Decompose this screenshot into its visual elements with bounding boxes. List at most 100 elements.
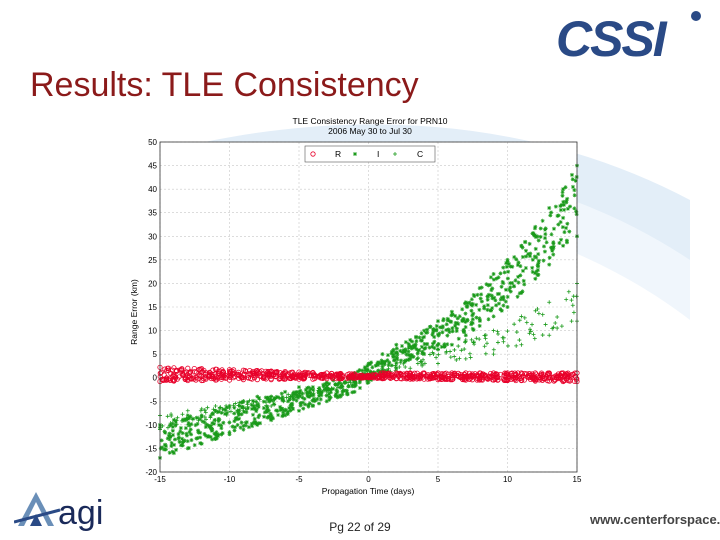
point-R [185,374,191,381]
point-R [477,370,483,376]
point-C [483,336,488,341]
point-C [519,314,524,319]
point-C [477,337,482,342]
point-I [341,388,346,393]
point-I [508,285,513,290]
point-I [564,198,569,203]
point-I [479,299,484,304]
point-I [399,358,404,363]
point-C [180,412,185,417]
point-I [352,389,357,394]
point-I [449,319,454,324]
point-R [162,366,168,372]
point-I [547,206,552,210]
point-C [281,399,286,404]
point-I [291,390,296,395]
point-R [287,370,293,376]
point-R [241,371,247,377]
point-I [518,264,523,269]
point-C [514,343,519,348]
point-R [379,376,385,382]
point-I [506,269,511,274]
point-I [398,348,403,353]
point-I [439,344,444,349]
point-I [432,334,437,339]
point-I [214,436,219,441]
point-R [504,370,511,376]
point-I [305,391,310,396]
point-I [508,264,513,269]
point-I [307,389,312,394]
point-C [311,391,316,396]
point-I [536,260,541,265]
point-I [561,199,566,204]
point-I [335,389,340,394]
point-R [273,373,279,379]
x-tick-label: 10 [503,475,512,484]
point-I [406,345,411,350]
point-I [203,424,208,429]
point-R [565,374,571,380]
point-I [495,292,500,297]
point-I [172,442,177,447]
point-I [530,257,535,262]
point-I [512,255,517,260]
point-I [572,206,577,211]
point-I [309,393,314,398]
point-I [465,317,470,322]
x-tick-label: -15 [154,475,166,484]
point-R [216,370,222,376]
point-I [321,384,326,389]
point-I [370,365,375,370]
point-C [434,355,439,360]
point-I [382,359,387,364]
point-I [365,377,370,382]
point-I [391,347,396,352]
point-I [559,237,564,242]
point-C [530,322,535,327]
point-I [447,329,452,334]
point-I [499,308,504,313]
point-I [365,380,370,385]
x-tick-label: -5 [295,475,303,484]
point-I [208,426,213,431]
point-I [176,435,181,440]
point-I [256,421,261,426]
point-I [533,271,538,276]
point-R [524,371,530,377]
point-I [235,422,240,427]
point-R [393,370,399,376]
point-I [213,408,218,413]
point-I [409,346,414,351]
point-I [488,282,493,287]
point-I [321,382,326,387]
point-I [445,342,450,347]
point-I [407,343,412,348]
point-I [234,417,239,422]
point-R [463,370,469,376]
point-R [254,376,260,383]
point-I [450,329,455,334]
point-C [436,347,440,352]
point-I [441,317,446,322]
point-C [408,356,413,361]
website-url: www.centerforspace.com [590,512,720,527]
point-I [261,399,266,404]
point-I [544,240,549,245]
point-R [518,370,524,376]
point-R [352,371,358,377]
point-I [183,426,188,431]
point-C [419,359,424,364]
point-C [514,330,519,335]
point-R [329,370,335,377]
point-R [276,375,283,382]
point-I [460,307,465,312]
point-I [441,318,446,323]
point-C [495,329,500,334]
point-I [389,363,394,368]
point-I [523,248,528,253]
point-C [257,397,262,402]
point-I [449,313,454,318]
slide-title: Results: TLE Consistency [30,66,419,104]
point-I [543,232,548,237]
